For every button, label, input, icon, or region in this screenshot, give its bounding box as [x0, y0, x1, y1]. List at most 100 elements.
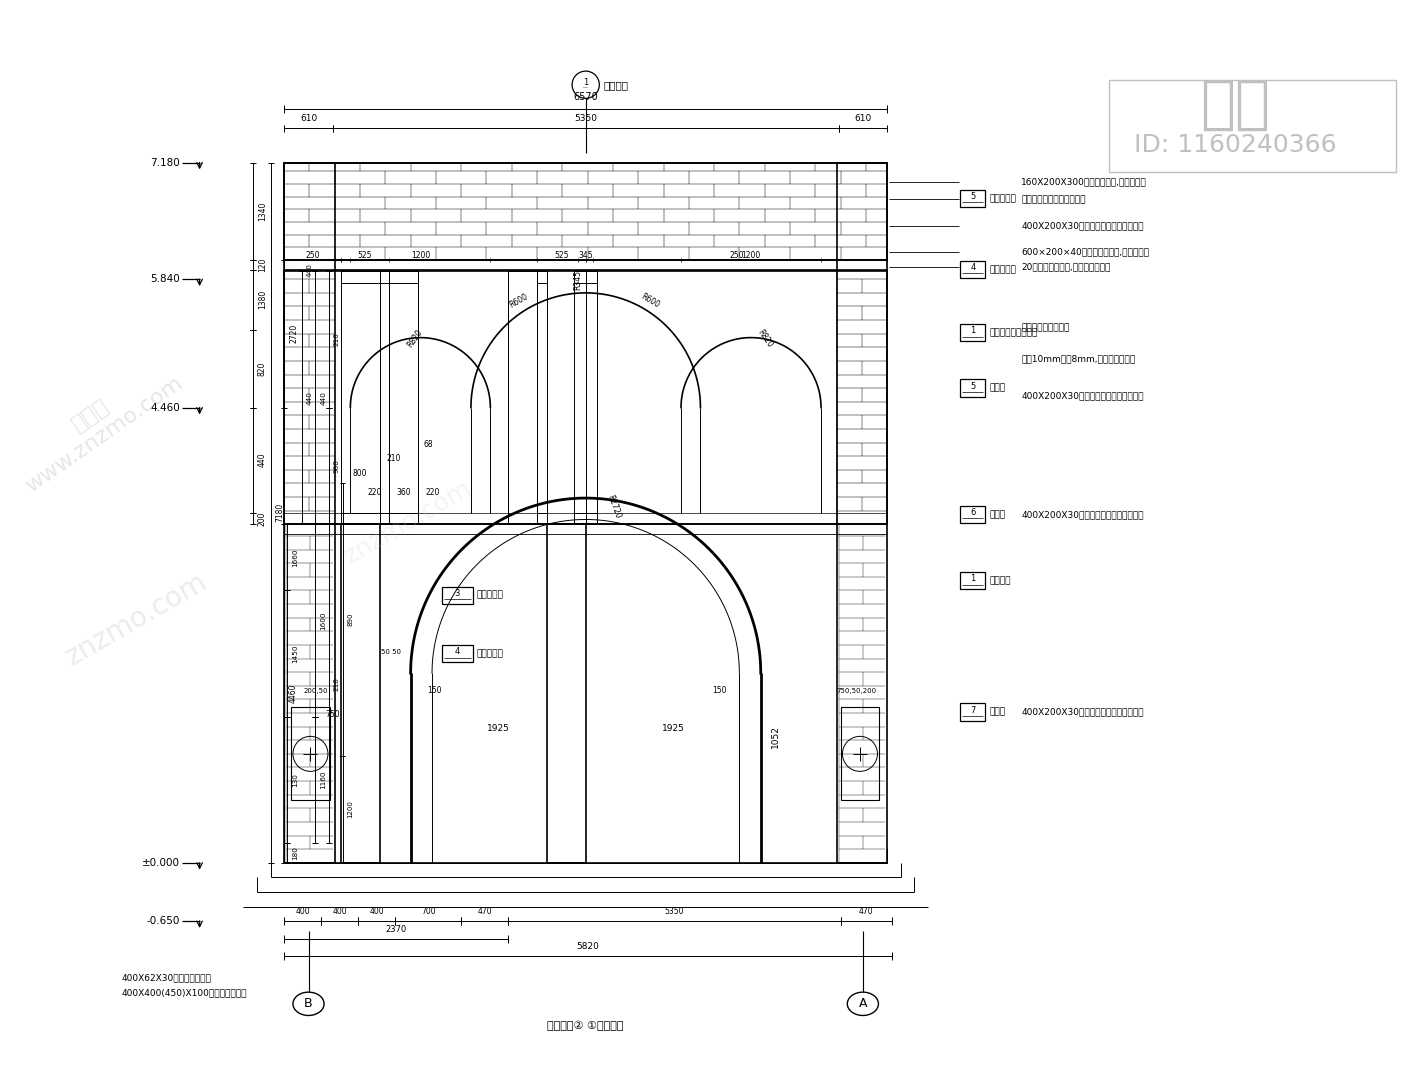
Text: 7: 7 — [970, 705, 975, 715]
Bar — [341, 524, 379, 863]
Text: 装饰构件同装饰柱头: 装饰构件同装饰柱头 — [1021, 324, 1070, 332]
Bar — [960, 190, 985, 207]
Text: R820: R820 — [756, 328, 774, 349]
Text: 装饰柱详: 装饰柱详 — [990, 577, 1011, 585]
Text: 400X400(450)X100厚金麻黄蒌枝面: 400X400(450)X100厚金麻黄蒌枝面 — [121, 988, 247, 998]
Text: znzmo.com: znzmo.com — [61, 568, 212, 671]
Text: 缝宽10mm，深8mm,白水泥沙浆沟缝: 缝宽10mm，深8mm,白水泥沙浆沟缝 — [1021, 355, 1135, 363]
Text: 210: 210 — [386, 455, 401, 463]
Bar — [442, 586, 473, 605]
Text: 750: 750 — [325, 710, 341, 719]
Bar — [284, 163, 887, 259]
Text: 饰面节点四: 饰面节点四 — [476, 650, 503, 658]
Text: 2720: 2720 — [289, 324, 298, 343]
Text: -0.650: -0.650 — [147, 917, 180, 926]
Text: 68: 68 — [424, 440, 434, 448]
Text: 饰面节点九: 饰面节点九 — [990, 194, 1017, 203]
Text: 960: 960 — [334, 459, 339, 473]
Text: 470: 470 — [858, 907, 874, 917]
Text: 180: 180 — [292, 846, 298, 860]
Bar — [291, 708, 329, 800]
Text: 饰面节点三: 饰面节点三 — [476, 591, 503, 600]
Text: 6570: 6570 — [573, 92, 597, 102]
Text: 210: 210 — [334, 676, 339, 690]
Text: 1: 1 — [583, 78, 589, 87]
Text: R600: R600 — [508, 292, 529, 310]
Text: 200,50: 200,50 — [304, 687, 328, 694]
Text: 150: 150 — [713, 686, 727, 695]
Text: ±0.000: ±0.000 — [143, 858, 180, 868]
Bar — [1109, 79, 1396, 173]
Text: 5: 5 — [970, 192, 975, 202]
Text: 1340: 1340 — [258, 202, 267, 221]
Text: 1660: 1660 — [292, 548, 298, 567]
Text: R820: R820 — [406, 328, 425, 349]
Text: 120: 120 — [258, 257, 267, 272]
Text: 饰线二: 饰线二 — [990, 510, 1005, 519]
Text: 400: 400 — [295, 907, 309, 917]
Text: 600×200×40厚金麻黄亚光面,按弧度切割: 600×200×40厚金麻黄亚光面,按弧度切割 — [1021, 248, 1149, 256]
Text: 220: 220 — [368, 488, 382, 497]
Text: 1200: 1200 — [348, 801, 354, 818]
Text: 200: 200 — [258, 511, 267, 525]
Text: 1600: 1600 — [321, 611, 327, 630]
Text: 400X200X30金麻黄蒌枝面，工字缝铺贴: 400X200X30金麻黄蒌枝面，工字缝铺贴 — [1021, 708, 1144, 716]
Text: 400X200X30金麻黄蒌枝面，工字缝铺贴: 400X200X30金麻黄蒌枝面，工字缝铺贴 — [1021, 510, 1144, 519]
Text: 400X62X30厚金麻黄蒌枝面: 400X62X30厚金麻黄蒌枝面 — [121, 973, 211, 982]
Text: 知末网
www.znzmo.com: 知末网 www.znzmo.com — [9, 354, 187, 496]
Text: 1450: 1450 — [292, 644, 298, 662]
Text: 1: 1 — [970, 575, 975, 583]
Text: 饰线三: 饰线三 — [990, 708, 1005, 716]
Bar — [389, 271, 418, 524]
Text: 1052: 1052 — [770, 725, 780, 748]
Text: 130: 130 — [292, 773, 298, 787]
Text: 440: 440 — [321, 391, 327, 405]
Text: 1380: 1380 — [258, 291, 267, 310]
Text: 800: 800 — [352, 468, 368, 478]
Text: 440: 440 — [258, 452, 267, 467]
Text: 400X200X30金麻黄蒌枝面，工字缝铺贴: 400X200X30金麻黄蒌枝面，工字缝铺贴 — [1021, 221, 1144, 230]
Text: 5350: 5350 — [665, 907, 684, 917]
Text: 250: 250 — [729, 251, 744, 259]
Text: 610: 610 — [854, 114, 871, 122]
Text: 7180: 7180 — [275, 503, 284, 522]
Text: 知末: 知末 — [1201, 76, 1271, 133]
Text: 5350: 5350 — [575, 114, 597, 122]
Text: 700: 700 — [421, 907, 435, 917]
Bar — [840, 708, 880, 800]
Text: 525: 525 — [555, 251, 569, 259]
Bar — [508, 271, 538, 524]
Bar — [284, 271, 887, 524]
Text: 4.460: 4.460 — [150, 403, 180, 413]
Text: R2720: R2720 — [605, 493, 622, 520]
Text: 470: 470 — [478, 907, 492, 917]
Text: 灰色英式屋面瓦（同建筑）: 灰色英式屋面瓦（同建筑） — [1021, 195, 1087, 204]
Text: 1925: 1925 — [486, 725, 509, 733]
Text: 7.180: 7.180 — [150, 158, 180, 167]
Bar — [960, 703, 985, 720]
Text: 150: 150 — [428, 686, 442, 695]
Bar — [960, 572, 985, 590]
Text: 1160: 1160 — [321, 771, 327, 789]
Text: 360: 360 — [396, 488, 411, 497]
Text: 160X200X300金麻黄蒌枝面,按形状打凿: 160X200X300金麻黄蒌枝面,按形状打凿 — [1021, 178, 1147, 187]
Bar — [960, 379, 985, 397]
Text: 440: 440 — [307, 391, 312, 405]
Text: 5.840: 5.840 — [150, 274, 180, 284]
Text: ID: 1160240366: ID: 1160240366 — [1134, 133, 1336, 157]
Text: 400: 400 — [369, 907, 384, 917]
Text: 50 50: 50 50 — [381, 649, 401, 655]
Text: 345: 345 — [579, 251, 593, 259]
Text: R600: R600 — [639, 292, 662, 310]
Text: 610: 610 — [299, 114, 317, 122]
Text: 1200: 1200 — [742, 251, 760, 259]
Text: 440: 440 — [307, 264, 312, 278]
Text: 210: 210 — [334, 332, 339, 346]
Text: 饰线一: 饰线一 — [990, 384, 1005, 392]
Bar — [546, 524, 586, 863]
Text: 525: 525 — [358, 251, 372, 259]
Text: 5820: 5820 — [576, 942, 599, 951]
Text: 400X200X30金麻黄蒌枝面，工字缝铺贴: 400X200X30金麻黄蒌枝面，工字缝铺贴 — [1021, 391, 1144, 401]
Text: 6: 6 — [970, 508, 975, 517]
Text: 1200: 1200 — [411, 251, 431, 259]
